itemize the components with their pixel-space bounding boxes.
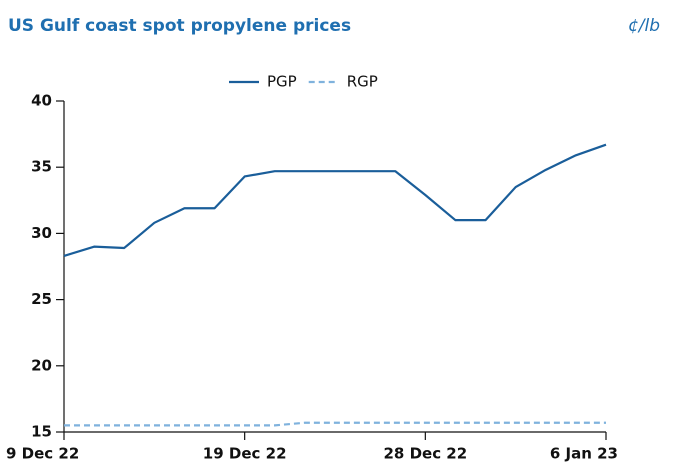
unit-label: ¢/lb (628, 16, 660, 36)
y-tick-label: 40 (31, 92, 52, 110)
x-tick-label: 6 Jan 23 (550, 445, 618, 463)
line-series (64, 421, 606, 427)
chart-title: US Gulf coast spot propylene prices (8, 16, 351, 36)
x-tick-label: 9 Dec 22 (6, 445, 79, 463)
legend-label: RGP (347, 73, 378, 91)
y-tick-label: 20 (31, 356, 52, 374)
y-tick-label: 30 (31, 224, 52, 242)
y-tick-label: 25 (31, 290, 52, 308)
x-tick-label: 28 Dec 22 (383, 445, 467, 463)
line-series (63, 143, 607, 257)
x-tick-label: 19 Dec 22 (203, 445, 287, 463)
legend-label: PGP (267, 73, 297, 91)
y-tick-label: 35 (31, 158, 52, 176)
y-tick-label: 15 (31, 423, 52, 441)
